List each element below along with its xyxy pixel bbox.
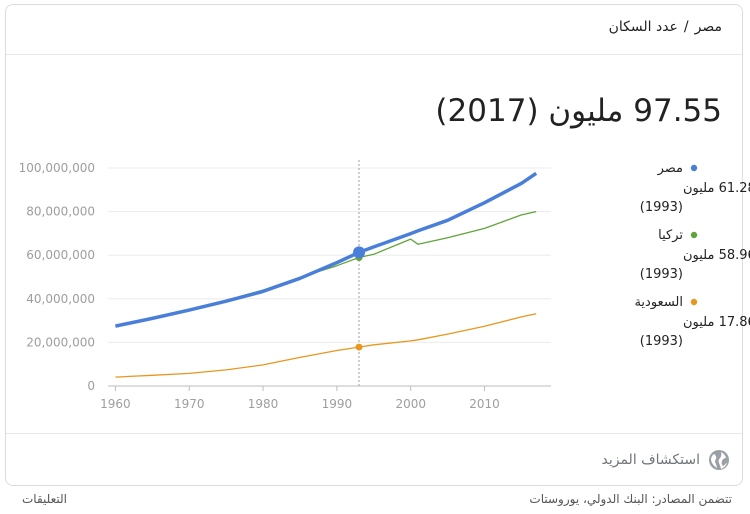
y-tick-label: 0 [87, 379, 95, 393]
y-tick-label: 80,000,000 [26, 205, 95, 219]
breadcrumb-separator: / [683, 19, 689, 35]
explore-more[interactable]: استكشاف المزيد [601, 449, 730, 471]
breadcrumb: مصر / عدد السكان [609, 19, 722, 35]
divider [6, 433, 742, 434]
x-tick-label: 2000 [395, 397, 426, 411]
y-tick-label: 60,000,000 [26, 248, 95, 262]
breadcrumb-item[interactable]: عدد السكان [608, 19, 678, 35]
headline: 97.55 مليون (2017) [435, 93, 722, 129]
legend-name: السعودية [634, 295, 683, 310]
highlight-point [353, 246, 366, 259]
highlight-point [355, 343, 363, 351]
legend-name: مصر [657, 161, 683, 176]
globe-icon [709, 450, 729, 470]
x-tick-label: 2010 [469, 397, 500, 411]
legend-dot [690, 164, 698, 172]
legend-value: 17.86 مليون [683, 315, 750, 330]
x-tick-label: 1960 [100, 397, 131, 411]
legend-year: (1993) [640, 200, 683, 215]
legend-name: تركيا [658, 228, 683, 243]
breadcrumb-item[interactable]: مصر [694, 19, 722, 35]
legend-dot [690, 231, 698, 239]
x-tick-label: 1970 [174, 397, 205, 411]
legend-dot [690, 298, 698, 306]
legend-year: (1993) [640, 334, 683, 349]
legend-value: 58.96 مليون [683, 248, 750, 263]
feedback[interactable]: التعليقات [22, 492, 68, 506]
explore-text: استكشاف المزيد [601, 452, 700, 468]
y-tick-label: 40,000,000 [26, 292, 95, 306]
y-tick-label: 100,000,000 [19, 161, 95, 175]
sources: تتضمن المصادر: البنك الدولي، يوروستات [529, 492, 732, 506]
x-tick-label: 1990 [322, 397, 353, 411]
legend-year: (1993) [640, 267, 683, 282]
x-tick-label: 1980 [248, 397, 279, 411]
divider [6, 54, 742, 55]
y-tick-label: 20,000,000 [26, 335, 95, 349]
card: مصر / عدد السكان 97.55 مليون (2017) استكشا… [5, 4, 743, 486]
legend-value: 61.28 مليون [683, 181, 750, 196]
series-line [115, 313, 537, 378]
series-line [115, 171, 538, 328]
